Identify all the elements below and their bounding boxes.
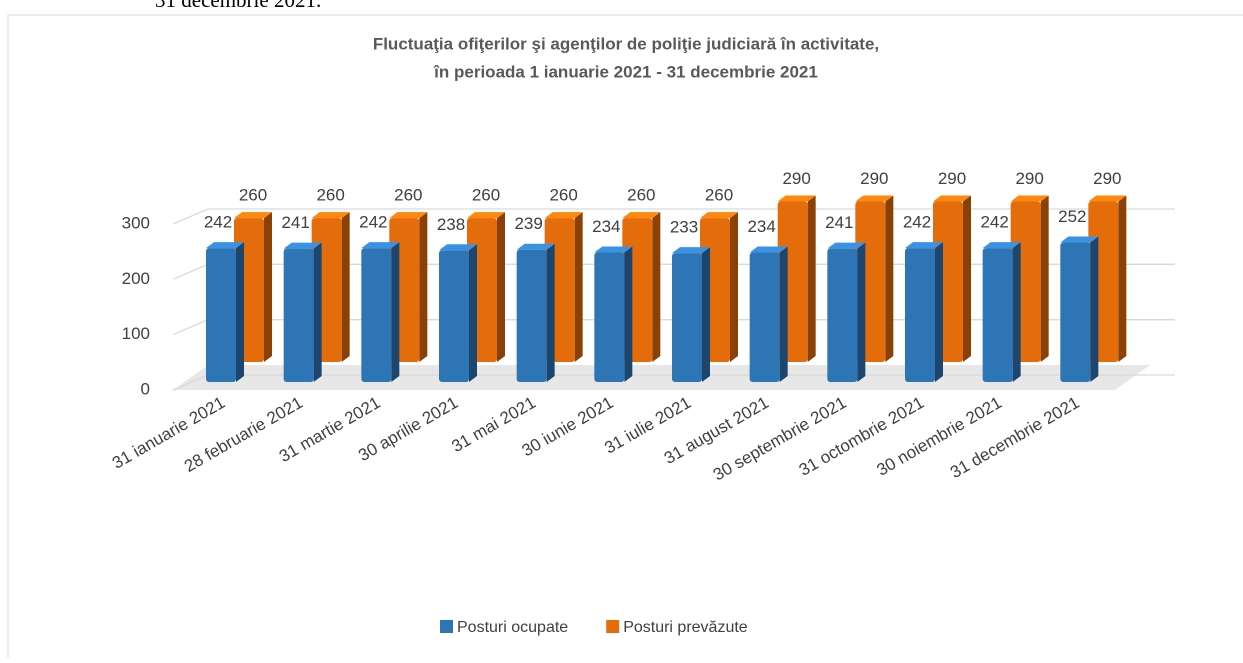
- bar-top: [594, 246, 633, 253]
- data-label: 290: [1093, 169, 1121, 188]
- bar-side: [264, 212, 272, 362]
- data-label: 233: [670, 218, 698, 237]
- bar-side: [779, 246, 788, 382]
- grid-line: [172, 208, 1175, 225]
- bar: [439, 250, 469, 382]
- data-label: 241: [281, 213, 309, 232]
- bar-top: [700, 212, 738, 219]
- data-label: 234: [592, 217, 620, 236]
- y-tick-label: 300: [122, 213, 150, 232]
- bar: [594, 252, 625, 382]
- bar-top: [206, 242, 244, 249]
- context-text: 31 decembrie 2021.: [155, 0, 321, 12]
- bar: [1060, 242, 1091, 382]
- bar-side: [730, 212, 738, 362]
- bar-side: [963, 195, 971, 362]
- data-label: 239: [514, 214, 542, 233]
- bar-top: [467, 212, 505, 219]
- chart-title: Fluctuaţia ofiţerilor şi agenţilor de po…: [373, 34, 879, 53]
- bar-side: [702, 247, 710, 382]
- legend-label: Posturi prevăzute: [623, 619, 748, 636]
- bar: [672, 253, 702, 382]
- bar-top: [516, 243, 555, 250]
- bar-side: [313, 242, 322, 382]
- bar-side: [419, 212, 428, 362]
- bar-side: [857, 242, 866, 382]
- bar-top: [311, 212, 350, 219]
- legend-swatch: [606, 620, 620, 633]
- bar-top: [749, 246, 788, 253]
- bar-top: [933, 195, 971, 202]
- bar-side: [391, 242, 400, 382]
- bar: [283, 248, 314, 382]
- data-label: 241: [825, 213, 853, 232]
- y-tick-label: 200: [122, 269, 150, 288]
- data-label: 290: [938, 169, 966, 188]
- bar-top: [672, 247, 710, 254]
- bar-top: [982, 242, 1021, 249]
- bar-side: [935, 242, 943, 382]
- bar-top: [361, 242, 400, 249]
- bar-side: [469, 244, 477, 382]
- bar-side: [546, 243, 555, 382]
- bar-side: [497, 212, 505, 362]
- bar-side: [1040, 195, 1049, 362]
- bar-side: [236, 242, 244, 382]
- data-label: 290: [782, 169, 810, 188]
- data-label: 260: [705, 186, 733, 205]
- bar-top: [283, 242, 322, 249]
- bar-side: [1090, 236, 1099, 382]
- bar-side: [885, 195, 894, 362]
- bar-top: [1010, 195, 1049, 202]
- data-label: 238: [437, 215, 465, 234]
- bar: [982, 248, 1013, 382]
- chart-title: în perioada 1 ianuarie 2021 - 31 decembr…: [433, 62, 818, 81]
- y-tick-label: 0: [141, 379, 150, 398]
- bar-side: [574, 212, 583, 362]
- y-tick-label: 100: [122, 324, 150, 343]
- bar-side: [807, 195, 816, 362]
- bar-side: [652, 212, 661, 362]
- bar-side: [624, 246, 633, 382]
- bar-top: [827, 242, 866, 249]
- bar-top: [777, 195, 816, 202]
- bar: [905, 248, 935, 382]
- bar-top: [389, 212, 428, 219]
- data-label: 234: [747, 217, 775, 236]
- bar-side: [1012, 242, 1021, 382]
- data-label: 260: [394, 186, 422, 205]
- data-label: 252: [1058, 207, 1086, 226]
- data-label: 290: [1015, 169, 1043, 188]
- legend-label: Posturi ocupate: [457, 619, 568, 636]
- bar-top: [855, 195, 894, 202]
- bar: [361, 248, 392, 382]
- data-label: 260: [472, 186, 500, 205]
- bar: [827, 248, 858, 382]
- bar: [749, 252, 780, 382]
- bar-top: [1088, 195, 1127, 202]
- bar-top: [622, 212, 661, 219]
- legend-swatch: [440, 620, 453, 633]
- data-label: 260: [316, 186, 344, 205]
- data-label: 242: [903, 213, 931, 232]
- bar: [516, 249, 547, 382]
- data-label: 260: [549, 186, 577, 205]
- data-label: 242: [204, 213, 232, 232]
- bar-top: [905, 242, 943, 249]
- data-label: 260: [627, 186, 655, 205]
- bar-top: [234, 212, 272, 219]
- bar-side: [1118, 195, 1127, 362]
- bar: [206, 248, 236, 382]
- data-label: 290: [860, 169, 888, 188]
- bar-top: [544, 212, 583, 219]
- data-label: 260: [239, 186, 267, 205]
- data-label: 242: [359, 213, 387, 232]
- bar-side: [341, 212, 350, 362]
- data-label: 242: [980, 213, 1008, 232]
- bar-top: [1060, 236, 1099, 243]
- bar-top: [439, 244, 477, 251]
